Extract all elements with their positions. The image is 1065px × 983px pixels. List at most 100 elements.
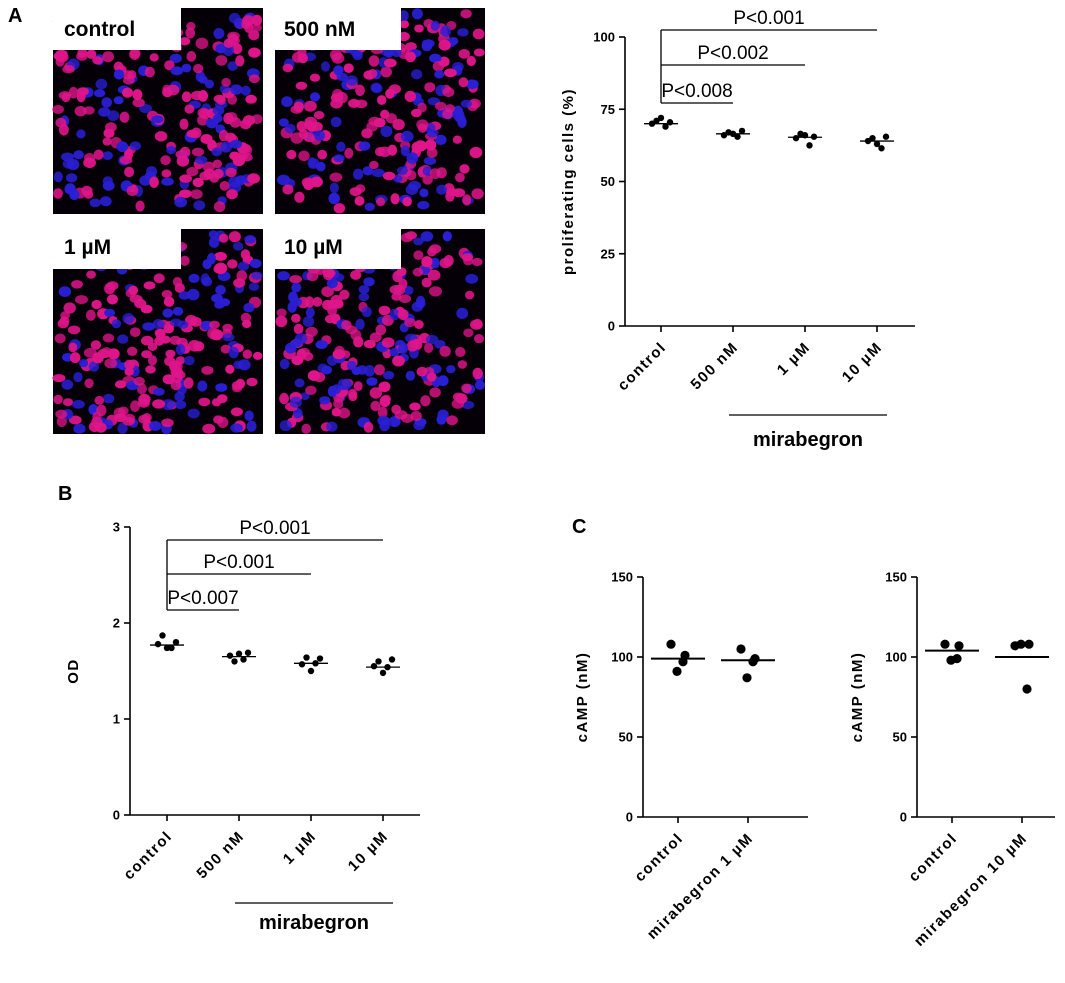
nucleus-proliferating — [149, 176, 159, 188]
nucleus-proliferating — [329, 172, 343, 182]
nucleus — [94, 89, 106, 98]
nucleus-proliferating — [129, 48, 141, 59]
nucleus — [319, 396, 331, 405]
nucleus — [411, 69, 423, 80]
category-label: mirabegron 10 µM — [911, 830, 1031, 950]
nucleus — [333, 273, 345, 282]
nucleus-proliferating — [375, 324, 387, 336]
p-value-label: P<0.008 — [661, 81, 732, 102]
nucleus — [73, 150, 84, 160]
nucleus-proliferating — [202, 423, 216, 434]
nucleus-proliferating — [312, 297, 323, 307]
nucleus-proliferating — [83, 157, 96, 168]
nucleus — [200, 273, 210, 285]
nucleus — [76, 129, 86, 139]
nucleus-proliferating — [355, 184, 366, 194]
nucleus — [383, 370, 395, 380]
nucleus-proliferating — [167, 84, 180, 96]
nucleus-proliferating — [81, 185, 93, 196]
nucleus-proliferating — [438, 39, 451, 51]
data-point — [1022, 684, 1032, 694]
nucleus-proliferating — [197, 107, 210, 118]
nucleus-proliferating — [95, 422, 107, 433]
chart-b-od: 0 1 2 3 OD control 500 nM 1 µM 10 µM P<0.007 P<0.0… — [65, 518, 420, 934]
nucleus-proliferating — [301, 177, 315, 188]
y-tick-label: 25 — [601, 246, 615, 261]
nucleus — [377, 415, 390, 426]
nucleus-proliferating — [124, 166, 135, 178]
nucleus-proliferating — [53, 394, 63, 405]
nucleus — [457, 28, 469, 37]
category-label: 10 µM — [345, 828, 392, 875]
nucleus-proliferating — [390, 193, 400, 205]
y-tick-label: 75 — [601, 102, 615, 117]
nucleus-proliferating — [331, 52, 345, 64]
nucleus-proliferating — [76, 90, 86, 103]
nucleus-proliferating — [54, 333, 66, 344]
nucleus — [230, 423, 244, 433]
category-label: control — [614, 339, 669, 394]
nucleus — [294, 333, 308, 345]
nucleus-proliferating — [276, 308, 287, 318]
nucleus-proliferating — [251, 14, 263, 26]
nucleus-proliferating — [289, 275, 302, 284]
nucleus — [284, 342, 297, 354]
nucleus-proliferating — [55, 49, 68, 59]
nucleus — [153, 387, 165, 396]
nucleus-proliferating — [190, 189, 203, 200]
micrograph-control-label-box — [53, 8, 181, 50]
nucleus — [419, 188, 429, 198]
nucleus-proliferating — [248, 74, 260, 83]
nucleus-proliferating — [122, 70, 134, 80]
nucleus-proliferating — [324, 314, 336, 324]
nucleus-proliferating — [183, 377, 194, 389]
nucleus-proliferating — [413, 250, 424, 260]
nucleus-proliferating — [444, 68, 457, 78]
nucleus-proliferating — [155, 328, 166, 340]
nucleus-proliferating — [67, 325, 81, 335]
nucleus — [333, 65, 344, 76]
micrograph-500nm-label-box — [275, 8, 401, 50]
nucleus — [389, 348, 400, 357]
nucleus — [465, 273, 479, 284]
nucleus — [420, 231, 434, 242]
data-point — [379, 669, 387, 677]
nucleus — [122, 313, 135, 324]
nucleus-proliferating — [52, 104, 64, 114]
nucleus-proliferating — [367, 68, 378, 79]
nucleus — [305, 307, 315, 318]
chart-a-proliferating-cells: 0 25 50 75 100 proliferating cells (%) control… — [560, 8, 915, 451]
nucleus-proliferating — [457, 360, 467, 369]
nucleus-proliferating — [245, 94, 257, 104]
nucleus-proliferating — [163, 296, 175, 307]
nucleus-proliferating — [399, 294, 411, 304]
nucleus — [396, 166, 408, 176]
nucleus-proliferating — [56, 415, 67, 427]
nucleus-proliferating — [435, 101, 447, 111]
data-point — [738, 127, 746, 135]
nucleus — [291, 282, 302, 293]
nucleus-proliferating — [313, 111, 325, 120]
nucleus-proliferating — [225, 167, 237, 178]
nucleus-proliferating — [455, 393, 468, 404]
nucleus — [228, 346, 239, 359]
nucleus-proliferating — [102, 137, 112, 146]
nucleus-proliferating — [294, 191, 305, 203]
nucleus — [116, 141, 129, 152]
nucleus-proliferating — [132, 89, 143, 101]
nucleus-proliferating — [275, 315, 288, 328]
nucleus — [457, 116, 467, 128]
micrograph-500nm-label: 500 nM — [284, 18, 355, 41]
nucleus-proliferating — [76, 52, 88, 61]
nucleus — [435, 134, 447, 145]
nucleus — [391, 48, 402, 58]
nucleus — [113, 96, 124, 105]
nucleus-proliferating — [399, 20, 409, 29]
panel-letter-c: C — [572, 516, 586, 538]
nucleus-proliferating — [279, 392, 289, 405]
nucleus — [294, 378, 305, 388]
nucleus-proliferating — [186, 166, 199, 177]
y-tick-label: 50 — [893, 730, 907, 745]
nucleus-proliferating — [411, 141, 423, 154]
nucleus-proliferating — [154, 131, 168, 142]
